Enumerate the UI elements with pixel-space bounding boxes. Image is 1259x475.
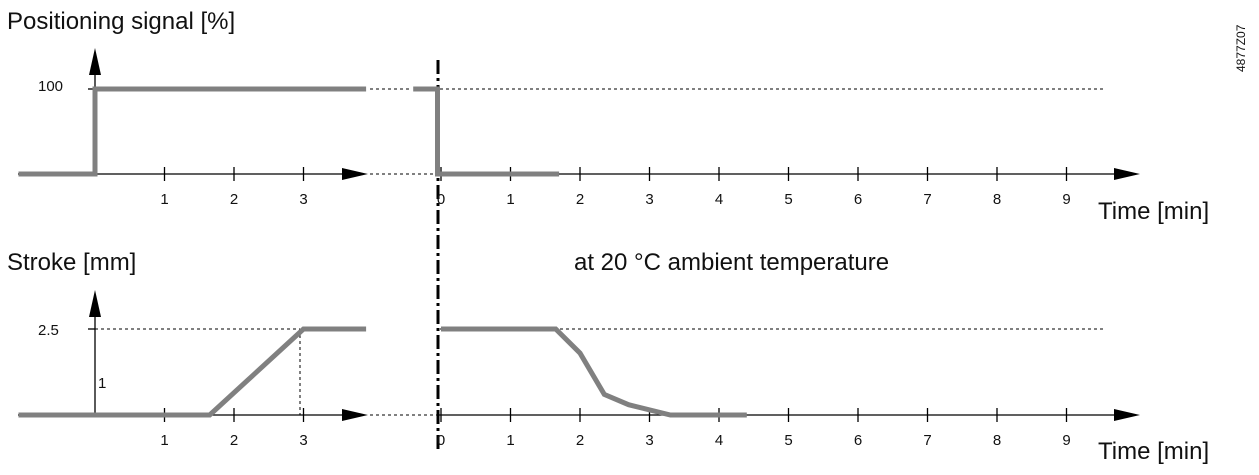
x-tick-label: 6 [854,432,862,449]
x-tick-label: 5 [784,432,792,449]
x-tick-label: 5 [784,191,792,208]
series-line-chart0-segment0 [18,86,367,177]
x-tick-label: 3 [645,432,653,449]
x-tick-label: 1 [160,432,168,449]
top-chart-title: Positioning signal [%] [7,8,235,35]
bottom-y-tick-2-5: 2.5 [38,322,59,339]
figure-code: 4877Z07 [1234,24,1248,72]
x-tick-label: 0 [437,432,445,449]
x-tick-label: 4 [715,432,723,449]
x-tick-label: 3 [299,191,307,208]
bottom-chart-title: Stroke [mm] [7,249,136,276]
top-y-tick-100: 100 [38,78,63,95]
x-tick-label: 7 [923,191,931,208]
series-line-chart0-segment1 [413,86,560,177]
x-tick-label: 2 [576,191,584,208]
bottom-left-x-arrow [342,409,368,421]
top-y-arrow [89,48,101,75]
bottom-chart-annotation: at 20 °C ambient temperature [574,249,889,276]
x-tick-label: 2 [576,432,584,449]
x-tick-label: 0 [437,191,445,208]
series-layer [18,86,747,418]
x-tick-label: 9 [1062,191,1070,208]
bottom-x-axis-label: Time [min] [1098,438,1209,465]
x-tick-label: 7 [923,432,931,449]
x-tick-label: 8 [993,432,1001,449]
x-tick-label: 2 [230,191,238,208]
x-tick-label: 4 [715,191,723,208]
top-left-x-arrow [342,168,368,180]
x-tick-label: 2 [230,432,238,449]
top-right-x-arrow [1114,168,1140,180]
x-axis-ticks: 1 2 3 0 1 2 3 4 5 6 7 8 9 1 2 3 0 1 2 3 4 5 6 7 8 9 [160,167,1071,449]
bottom-y-arrow [89,290,101,317]
x-tick-label: 3 [299,432,307,449]
x-tick-label: 8 [993,191,1001,208]
bottom-y-tick-1: 1 [98,375,106,392]
x-tick-label: 1 [160,191,168,208]
x-tick-label: 1 [506,432,514,449]
x-tick-label: 9 [1062,432,1070,449]
top-x-axis-label: Time [min] [1098,198,1209,225]
series-line-chart1-segment1 [441,326,747,418]
x-tick-label: 3 [645,191,653,208]
series-line-chart1-segment0 [18,326,367,418]
x-tick-label: 1 [506,191,514,208]
x-tick-label: 6 [854,191,862,208]
bottom-right-x-arrow [1114,409,1140,421]
